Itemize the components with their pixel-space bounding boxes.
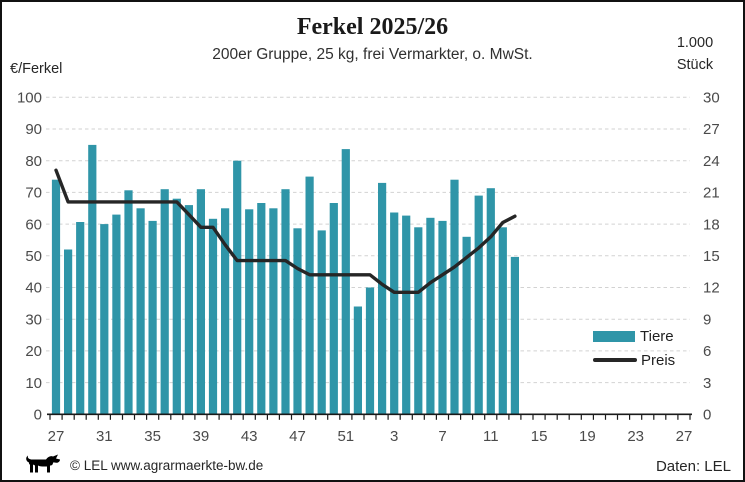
bar-tiere [245,209,254,415]
x-axis-tick-label: 35 [144,428,161,445]
x-axis-tick-label: 23 [627,428,644,445]
right-axis-tick-label: 0 [703,407,711,424]
legend-label-preis: Preis [641,351,676,369]
bar-tiere [196,189,205,415]
bar-tiere [305,176,314,415]
right-axis-unit-label: 1.000 Stück [669,33,721,77]
x-axis-tick-label: 47 [289,428,306,445]
left-axis-tick-label: 0 [34,407,42,424]
left-axis-tick-label: 30 [25,311,42,328]
bar-tiere [233,160,242,415]
left-axis-tick-label: 50 [25,248,42,265]
right-axis-tick-label: 9 [703,311,711,328]
x-axis-tick-label: 11 [483,428,499,445]
preis-line-swatch-icon [593,358,637,362]
bar-tiere [76,222,85,415]
bar-tiere [184,205,193,415]
bar-tiere [317,230,326,415]
bar-tiere [498,227,507,415]
x-axis-tick-label: 7 [438,428,446,445]
right-axis-tick-label: 24 [703,153,720,170]
bar-tiere [510,256,519,415]
bar-tiere [257,203,266,415]
bar-tiere [100,224,109,415]
bar-tiere [172,198,181,415]
bar-tiere [136,208,145,415]
bar-tiere [474,195,483,415]
x-axis-tick-label: 15 [531,428,548,445]
right-axis-tick-label: 30 [703,90,720,107]
legend-label-tiere: Tiere [640,327,674,345]
data-source-label: Daten: LEL [655,458,731,475]
bar-tiere [221,208,230,415]
x-axis-tick-label: 39 [193,428,210,445]
right-axis-tick-label: 18 [703,216,720,233]
x-axis-tick-label: 3 [390,428,398,445]
left-axis-tick-label: 20 [25,343,42,360]
bar-tiere [462,236,471,415]
right-axis-unit-line1: 1.000 [676,35,714,51]
bar-tiere [426,217,435,415]
bar-tiere [353,306,362,415]
legend-item-tiere: Tiere [593,324,675,348]
bar-tiere [148,220,157,415]
preis-line [54,168,517,294]
bar-tiere [269,208,278,415]
bar-tiere [281,189,290,415]
right-axis-tick-label: 15 [703,248,720,265]
x-axis-tick-label: 31 [96,428,113,445]
legend: Tiere Preis [593,324,675,372]
x-axis-tick-label: 27 [48,428,65,445]
footer-branding: © LEL www.agrarmaerkte-bw.de [24,453,263,478]
bar-tiere [51,179,61,415]
x-axis-tick-label: 27 [676,428,693,445]
bar-tiere [88,144,97,415]
bar-tiere [486,188,495,415]
left-axis-tick-label: 80 [25,153,42,170]
right-axis-unit-line2: Stück [676,56,714,73]
left-axis-tick-label: 10 [25,375,42,392]
bar-tiere [438,220,447,415]
x-axis-tick-label: 43 [241,428,258,445]
bar-tiere [378,182,387,415]
right-axis-tick-label: 27 [703,121,720,138]
bar-tiere [112,214,121,415]
bar-tiere [365,287,375,415]
bar-tiere [390,212,399,415]
bar-tiere [124,190,133,415]
right-axis-tick-label: 12 [703,280,720,297]
left-axis-tick-label: 60 [25,216,42,233]
left-axis-tick-label: 100 [17,90,42,107]
tiere-bar-swatch-icon [593,330,635,342]
bar-tiere [64,249,73,415]
bar-tiere [450,179,459,415]
bw-lion-icon [26,454,60,473]
left-axis-tick-label: 70 [25,185,42,202]
bar-tiere [329,203,338,415]
left-axis-tick-label: 40 [25,280,42,297]
right-axis-tick-label: 6 [703,343,711,360]
bar-tiere [414,227,423,415]
x-axis-tick-label: 51 [337,428,354,445]
bar-tiere [402,215,411,415]
left-axis-tick-label: 90 [25,121,42,138]
bar-tiere [341,149,350,415]
x-axis-tick-label: 19 [579,428,596,445]
legend-item-preis: Preis [593,348,675,372]
right-axis-tick-label: 21 [703,185,720,202]
right-axis-tick-label: 3 [703,375,711,392]
bar-tiere [293,228,302,415]
bar-tiere [208,218,218,415]
left-axis-unit-label: €/Ferkel [10,61,63,77]
copyright-text: © LEL www.agrarmaerkte-bw.de [70,458,264,473]
bar-tiere [160,189,169,415]
